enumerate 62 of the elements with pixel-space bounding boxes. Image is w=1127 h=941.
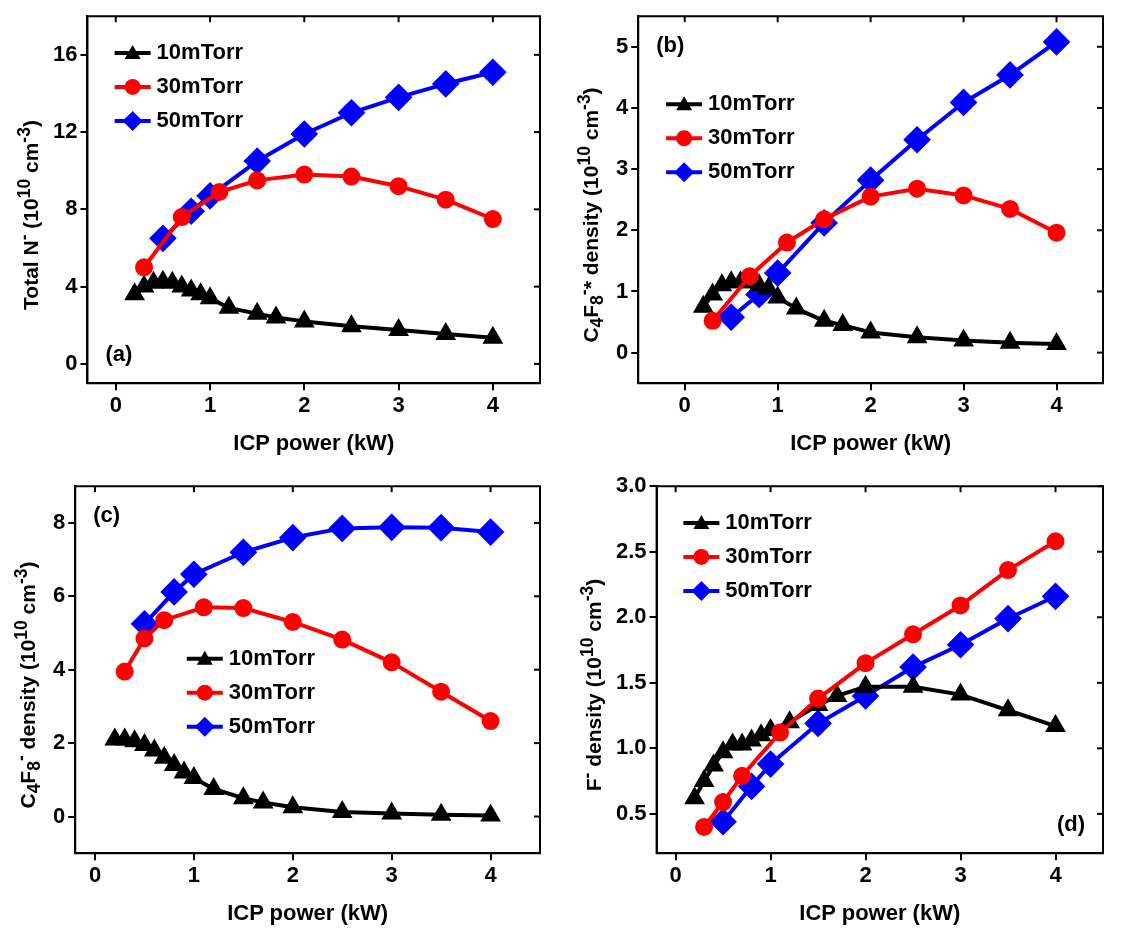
legend-label: 50mTorr: [725, 576, 813, 602]
y-tick-label: 2: [52, 729, 66, 755]
y-tick-label: 0: [52, 802, 66, 828]
annotation: (b): [656, 32, 685, 58]
legend-label: 30mTorr: [228, 678, 316, 704]
y-tick-label: 16: [52, 40, 78, 66]
x-tick-label: 3: [392, 392, 405, 418]
x-tick-label: 1: [771, 392, 784, 418]
y-tick-label: 12: [52, 118, 78, 144]
y-tick-label: 8: [65, 195, 78, 221]
y-tick-label: 3.0: [615, 472, 647, 498]
annotation: (d): [1056, 811, 1085, 837]
x-tick-label: 4: [484, 862, 498, 888]
y-tick-label: 0: [615, 338, 629, 364]
x-tick-label: 2: [859, 862, 872, 888]
x-tick-label: 2: [298, 392, 311, 418]
y-tick-label: 4: [615, 94, 629, 120]
x-tick-label: 4: [486, 392, 500, 418]
legend-label: 50mTorr: [156, 106, 244, 132]
x-tick-label: 1: [203, 392, 217, 418]
x-axis-title: ICP power (kW): [790, 429, 952, 455]
x-tick-label: 4: [1049, 862, 1063, 888]
y-tick-label: 4: [52, 655, 66, 681]
x-tick-label: 3: [954, 862, 967, 888]
legend-label: 10mTorr: [156, 38, 244, 64]
x-tick-label: 0: [88, 862, 102, 888]
y-tick-label: 2.0: [615, 603, 647, 629]
y-tick-label: 1.0: [615, 734, 647, 760]
x-tick-label: 1: [187, 862, 201, 888]
y-tick-label: 4: [65, 272, 79, 298]
legend-label: 50mTorr: [228, 712, 316, 738]
x-tick-label: 0: [678, 392, 691, 418]
legend-label: 10mTorr: [725, 508, 813, 534]
x-tick-label: 2: [864, 392, 877, 418]
y-tick-label: 2: [615, 216, 629, 242]
y-tick-label: 1: [615, 277, 629, 303]
x-tick-label: 0: [669, 862, 682, 888]
x-axis-title: ICP power (kW): [233, 429, 395, 455]
legend-label: 30mTorr: [156, 72, 244, 98]
y-tick-label: 5: [615, 32, 629, 58]
x-tick-label: 2: [286, 862, 299, 888]
annotation: (c): [93, 502, 121, 528]
annotation: (a): [105, 341, 133, 367]
legend-label: 50mTorr: [708, 158, 795, 184]
y-tick-label: 2.5: [615, 537, 647, 563]
y-tick-label: 1.5: [615, 668, 647, 694]
y-tick-label: 8: [52, 508, 66, 534]
y-tick-label: 6: [52, 582, 66, 608]
x-tick-label: 3: [385, 862, 398, 888]
y-tick-label: 0.5: [615, 799, 647, 825]
x-tick-label: 0: [109, 392, 122, 418]
x-tick-label: 3: [957, 392, 970, 418]
legend-label: 10mTorr: [708, 90, 795, 116]
x-axis-title: ICP power (kW): [799, 899, 961, 925]
y-tick-label: 3: [615, 155, 629, 181]
x-tick-label: 1: [764, 862, 777, 888]
x-axis-title: ICP power (kW): [227, 899, 389, 925]
legend-label: 10mTorr: [228, 644, 316, 670]
legend-label: 30mTorr: [708, 124, 795, 150]
x-tick-label: 4: [1050, 392, 1064, 418]
y-tick-label: 0: [65, 349, 78, 375]
legend-label: 30mTorr: [725, 542, 813, 568]
